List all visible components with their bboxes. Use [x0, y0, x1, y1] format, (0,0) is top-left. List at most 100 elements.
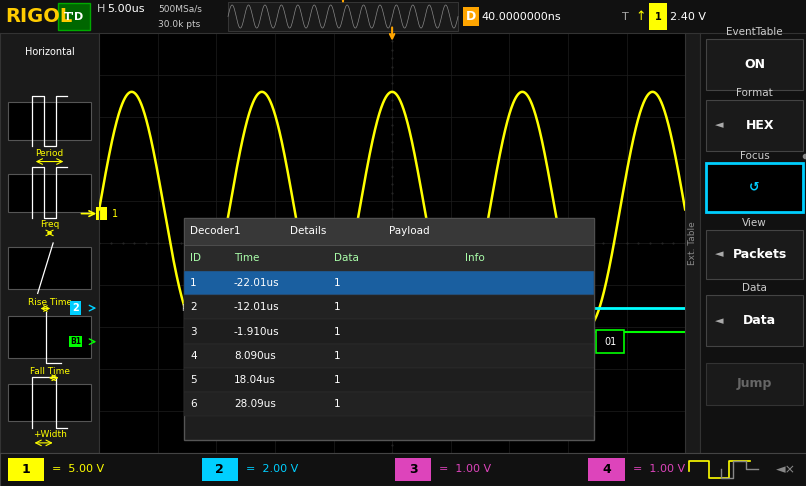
Text: Freq: Freq: [39, 220, 60, 229]
Text: ◄×: ◄×: [776, 463, 796, 476]
Text: 30.0k pts: 30.0k pts: [158, 20, 200, 29]
Bar: [649, 3, 667, 30]
Text: =  5.00 V: = 5.00 V: [52, 465, 105, 474]
Text: Info: Info: [465, 253, 485, 263]
Text: Focus: Focus: [740, 151, 769, 161]
Text: -1.910us: -1.910us: [234, 327, 280, 337]
Bar: [706, 100, 803, 151]
Text: 4: 4: [602, 463, 611, 476]
Text: 1: 1: [654, 12, 662, 21]
Text: RIGOL: RIGOL: [5, 7, 73, 26]
Text: -22.01us: -22.01us: [234, 278, 280, 288]
Text: P: P: [181, 304, 186, 312]
Text: 5.00us: 5.00us: [107, 4, 144, 14]
Bar: [184, 245, 594, 271]
Text: =  1.00 V: = 1.00 V: [439, 465, 492, 474]
Text: 1: 1: [334, 351, 340, 361]
Text: 3: 3: [409, 463, 418, 476]
Text: Data: Data: [743, 314, 776, 327]
Text: 2: 2: [215, 463, 224, 476]
Text: Packets: Packets: [733, 248, 787, 261]
Text: T'D: T'D: [64, 12, 84, 21]
Text: ◄: ◄: [714, 316, 723, 326]
Text: =  2.00 V: = 2.00 V: [246, 465, 298, 474]
Text: 500MSa/s: 500MSa/s: [158, 5, 202, 14]
Text: 3: 3: [190, 327, 197, 337]
Bar: [8, 103, 91, 140]
Text: ↺: ↺: [749, 181, 759, 194]
Text: Data: Data: [334, 253, 359, 263]
Text: =  1.00 V: = 1.00 V: [633, 465, 685, 474]
Bar: [395, 458, 431, 481]
Bar: [184, 218, 594, 245]
Text: Time: Time: [234, 253, 260, 263]
Text: 1: 1: [112, 208, 118, 219]
Text: 1: 1: [334, 278, 340, 288]
Bar: [8, 174, 91, 211]
Text: Fall Time: Fall Time: [30, 367, 69, 376]
Bar: [588, 458, 625, 481]
Bar: [596, 330, 624, 353]
Text: 8.090us: 8.090us: [234, 351, 276, 361]
Text: 5: 5: [190, 375, 197, 385]
Text: 2.40 V: 2.40 V: [670, 12, 706, 21]
Text: 1: 1: [190, 278, 197, 288]
Text: Rise Time: Rise Time: [27, 297, 72, 307]
Text: 40.0000000ns: 40.0000000ns: [481, 12, 561, 21]
Text: T: T: [622, 12, 629, 21]
Bar: [58, 2, 90, 31]
Text: 01: 01: [573, 337, 585, 347]
Bar: [706, 163, 803, 211]
Text: Payload: Payload: [389, 226, 430, 237]
Text: ↑: ↑: [635, 10, 646, 23]
Text: 2: 2: [190, 302, 197, 312]
Bar: [706, 363, 803, 405]
Text: 4: 4: [190, 351, 197, 361]
Bar: [184, 295, 594, 319]
Bar: [202, 458, 238, 481]
Bar: [706, 295, 803, 346]
Text: -12.01us: -12.01us: [234, 302, 280, 312]
Text: Decoder1: Decoder1: [190, 226, 240, 237]
Bar: [184, 368, 594, 392]
Bar: [96, 208, 106, 220]
Text: 01: 01: [604, 337, 617, 347]
Text: Details: Details: [289, 226, 326, 237]
Bar: [228, 1, 458, 32]
Bar: [8, 383, 91, 421]
Text: HEX: HEX: [746, 119, 774, 132]
Text: 1: 1: [334, 302, 340, 312]
Text: EventTable: EventTable: [726, 27, 783, 37]
Bar: [8, 316, 91, 359]
Bar: [8, 458, 44, 481]
Text: +Width: +Width: [32, 430, 67, 439]
Text: 28.09us: 28.09us: [234, 399, 276, 409]
Text: ◄: ◄: [714, 121, 723, 130]
Text: 1: 1: [22, 463, 31, 476]
Bar: [706, 230, 803, 278]
Text: Data: Data: [742, 283, 767, 294]
Bar: [8, 247, 91, 289]
Bar: [565, 330, 593, 353]
Text: Jump: Jump: [737, 377, 772, 390]
Text: 18.04us: 18.04us: [234, 375, 276, 385]
Bar: [184, 392, 594, 416]
Bar: [184, 271, 594, 295]
Text: B1: B1: [70, 337, 81, 346]
Text: View: View: [742, 218, 767, 228]
Text: H: H: [97, 4, 106, 14]
Text: 2: 2: [73, 303, 79, 313]
Bar: [184, 218, 594, 440]
Text: ID: ID: [190, 253, 201, 263]
Text: Ext. Table: Ext. Table: [688, 221, 697, 265]
Text: D: D: [466, 10, 476, 23]
Text: Format: Format: [736, 88, 773, 98]
Bar: [184, 344, 594, 368]
Text: Period: Period: [35, 149, 64, 157]
Text: ON: ON: [744, 58, 765, 71]
Text: 1: 1: [334, 327, 340, 337]
Text: ◄: ◄: [714, 249, 723, 260]
Bar: [184, 319, 594, 344]
Bar: [706, 39, 803, 90]
Text: Horizontal: Horizontal: [25, 47, 74, 57]
